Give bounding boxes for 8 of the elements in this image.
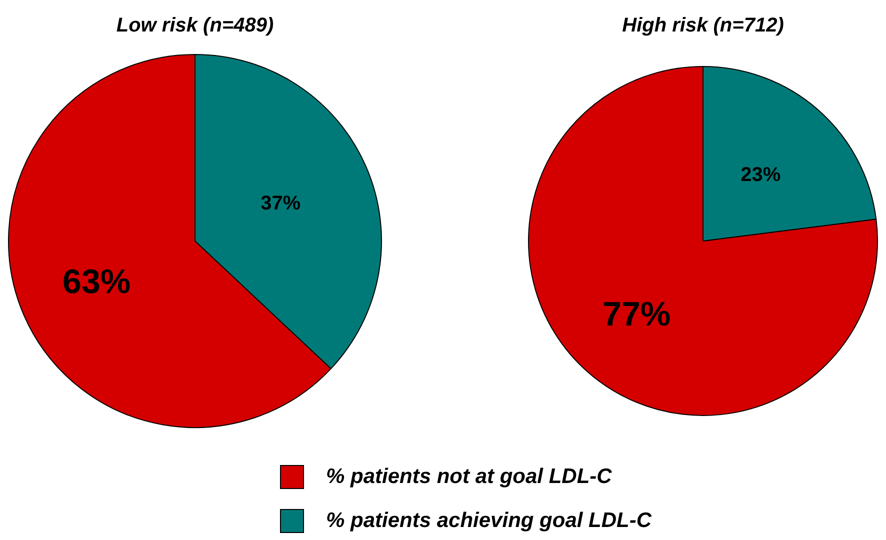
data-label: 23% [740, 164, 781, 186]
data-label: 37% [260, 192, 301, 214]
chart-title: High risk (n=712) [622, 14, 784, 37]
legend-label: % patients not at goal LDL-C [326, 465, 612, 489]
chart-title: Low risk (n=489) [116, 14, 274, 37]
data-label: 77% [602, 296, 671, 334]
legend-label: % patients achieving goal LDL-C [326, 509, 652, 533]
data-label: 63% [62, 262, 131, 301]
